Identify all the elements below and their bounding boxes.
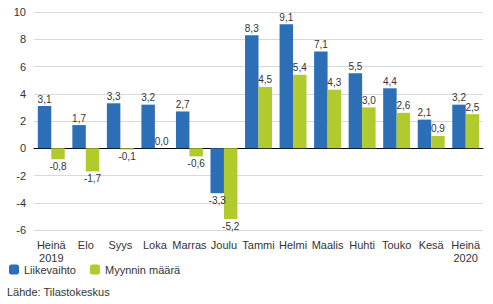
svg-text:Huhti: Huhti [349, 239, 375, 251]
svg-text:7,1: 7,1 [314, 39, 328, 50]
svg-text:Kesä: Kesä [419, 239, 445, 251]
svg-text:Maalis: Maalis [312, 239, 344, 251]
svg-text:Lähde: Tilastokeskus: Lähde: Tilastokeskus [7, 286, 110, 298]
svg-text:-4: -4 [16, 197, 26, 209]
svg-text:2,6: 2,6 [396, 100, 410, 111]
svg-text:0,0: 0,0 [155, 136, 169, 147]
svg-text:3,1: 3,1 [38, 94, 52, 105]
svg-text:3,0: 3,0 [362, 95, 376, 106]
svg-text:2020: 2020 [453, 252, 477, 264]
svg-text:Helmi: Helmi [279, 239, 307, 251]
svg-text:3,2: 3,2 [452, 92, 466, 103]
svg-text:1,7: 1,7 [72, 113, 86, 124]
svg-text:-5,2: -5,2 [222, 221, 240, 232]
svg-text:6: 6 [20, 61, 26, 73]
svg-text:Tammi: Tammi [242, 239, 274, 251]
svg-text:10: 10 [14, 6, 26, 18]
svg-text:0,9: 0,9 [431, 123, 445, 134]
svg-text:2: 2 [20, 115, 26, 127]
svg-text:-0,1: -0,1 [118, 151, 136, 162]
svg-text:Elo: Elo [78, 239, 94, 251]
svg-text:Syys: Syys [108, 239, 132, 251]
svg-text:5,5: 5,5 [348, 61, 362, 72]
svg-text:Liikevaihto: Liikevaihto [24, 264, 76, 276]
svg-text:Heinä: Heinä [37, 239, 67, 251]
svg-text:8,3: 8,3 [245, 23, 259, 34]
svg-text:Myynnin määrä: Myynnin määrä [105, 264, 181, 276]
svg-text:-0,8: -0,8 [49, 161, 67, 172]
svg-text:-6: -6 [16, 224, 26, 236]
svg-text:5,4: 5,4 [293, 62, 307, 73]
svg-text:Touko: Touko [382, 239, 411, 251]
svg-text:2,7: 2,7 [176, 99, 190, 110]
svg-text:4,5: 4,5 [258, 74, 272, 85]
svg-text:9,1: 9,1 [279, 12, 293, 23]
svg-text:3,2: 3,2 [141, 92, 155, 103]
svg-text:2,1: 2,1 [418, 107, 432, 118]
svg-text:2,5: 2,5 [466, 102, 480, 113]
svg-text:Heinä: Heinä [451, 239, 481, 251]
svg-text:3,3: 3,3 [107, 91, 121, 102]
svg-text:4,3: 4,3 [327, 77, 341, 88]
svg-text:Marras: Marras [172, 239, 207, 251]
svg-text:2019: 2019 [39, 252, 63, 264]
svg-text:Joulu: Joulu [211, 239, 237, 251]
svg-text:0: 0 [20, 142, 26, 154]
svg-text:8: 8 [20, 33, 26, 45]
svg-text:4: 4 [20, 88, 26, 100]
svg-text:4,4: 4,4 [383, 76, 397, 87]
svg-text:-0,6: -0,6 [188, 158, 206, 169]
svg-text:-2: -2 [16, 170, 26, 182]
svg-text:Loka: Loka [143, 239, 168, 251]
svg-text:-1,7: -1,7 [84, 173, 102, 184]
svg-text:-3,3: -3,3 [209, 195, 227, 206]
